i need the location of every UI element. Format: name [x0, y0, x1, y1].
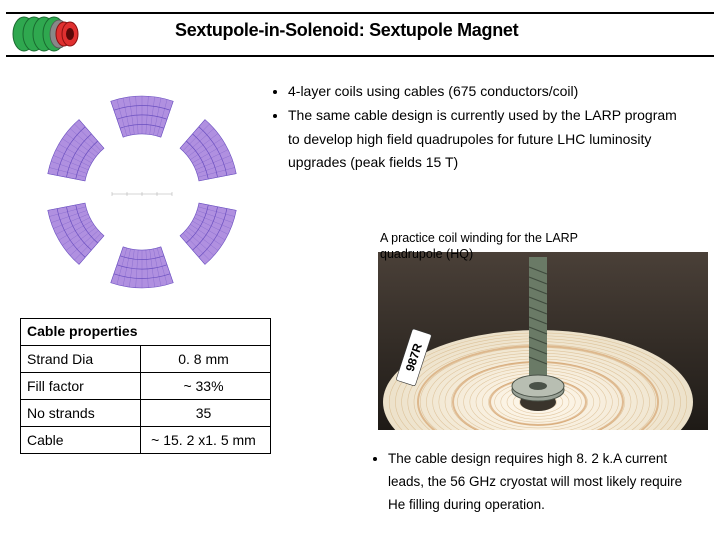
table-cell-value: 0. 8 mm — [141, 346, 271, 373]
title-rule-bottom — [6, 55, 714, 57]
bullet-item: 4-layer coils using cables (675 conducto… — [288, 80, 692, 104]
table-cell-name: Strand Dia — [21, 346, 141, 373]
table-cell-value: ~ 15. 2 x1. 5 mm — [141, 427, 271, 454]
bullet-item: The same cable design is currently used … — [288, 104, 692, 175]
photo-caption: A practice coil winding for the LARP qua… — [380, 230, 630, 263]
table-cell-value: ~ 33% — [141, 373, 271, 400]
cable-properties-table: Cable properties Strand Dia 0. 8 mm Fill… — [20, 318, 271, 454]
bottom-bullet-list: The cable design requires high 8. 2 k.A … — [372, 448, 702, 517]
title-rule-top — [6, 12, 714, 14]
table-title: Cable properties — [21, 319, 271, 346]
slide-title: Sextupole-in-Solenoid: Sextupole Magnet — [175, 20, 518, 41]
table-cell-name: No strands — [21, 400, 141, 427]
table-cell-name: Fill factor — [21, 373, 141, 400]
bullet-item: The cable design requires high 8. 2 k.A … — [388, 448, 702, 517]
top-bullet-list: 4-layer coils using cables (675 conducto… — [272, 80, 692, 175]
table-cell-name: Cable — [21, 427, 141, 454]
coil-winding-photo: 987R — [378, 252, 708, 430]
table-cell-value: 35 — [141, 400, 271, 427]
sextupole-cross-section — [22, 82, 262, 302]
solenoid-icon — [4, 14, 92, 54]
